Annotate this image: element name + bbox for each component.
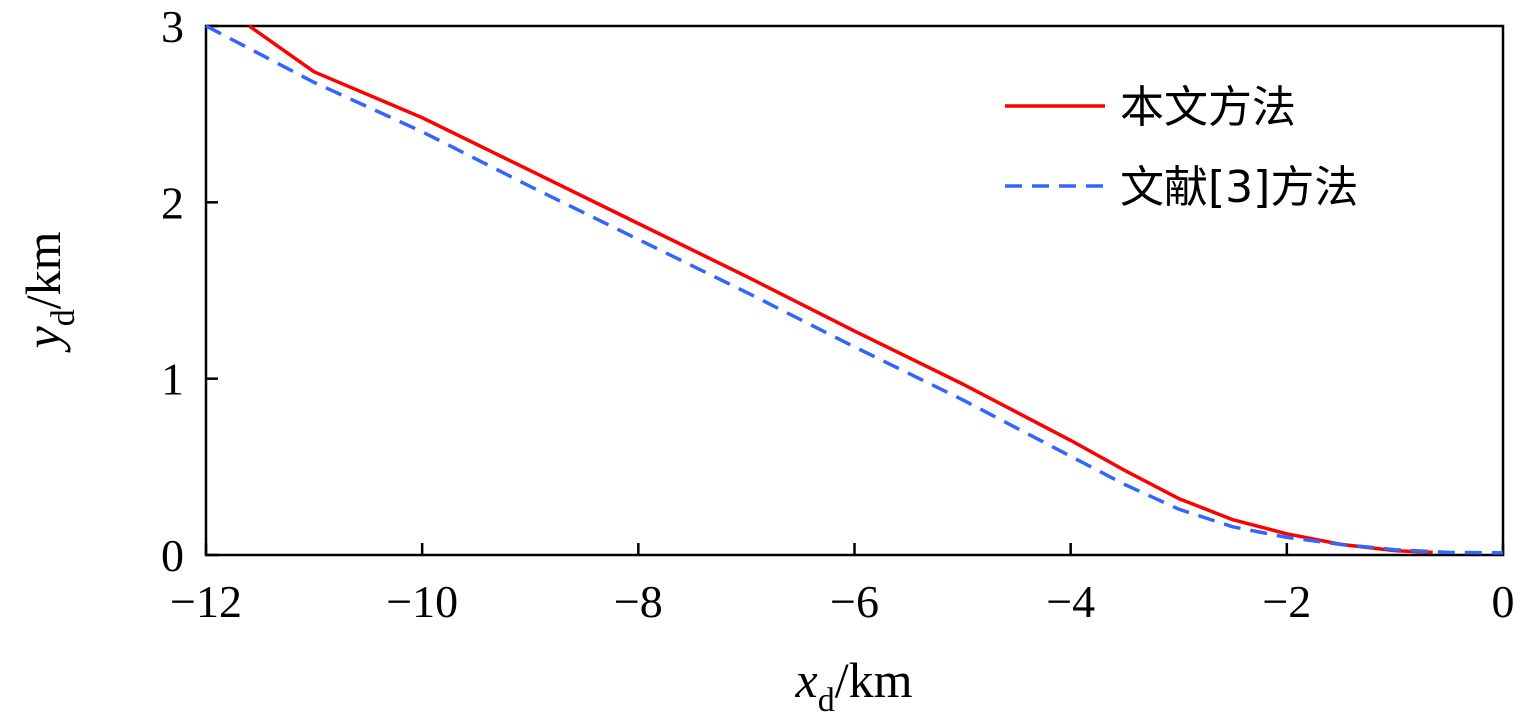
y-tick-label: 1 [161,354,184,405]
y-tick-label: 2 [161,177,184,228]
y-tick-label: 0 [161,530,184,581]
x-axis-label-unit: /km [835,652,913,708]
x-tick-label: −6 [830,576,879,627]
series-line-2 [205,24,1504,555]
plot-frame [204,24,1505,557]
y-axis-label-main: y [15,326,71,354]
x-axis-label-sub: d [818,682,835,719]
legend-label-series-1: 本文方法 [1120,82,1296,133]
x-tick-label: −12 [170,576,242,627]
y-tick-label: 3 [161,1,184,52]
x-tick-label: −4 [1046,576,1095,627]
x-tick-label: 0 [1492,576,1515,627]
y-axis-label-sub: d [45,309,82,326]
y-axis-ticks: 0 1 2 3 [161,1,218,581]
series-layer [205,24,1504,555]
x-axis-label-main: x [795,652,818,708]
y-axis-label-unit: /km [15,231,71,309]
legend-label-series-2: 文献[3]方法 [1120,162,1358,213]
x-tick-label: −2 [1262,576,1311,627]
x-tick-label: −10 [386,576,458,627]
legend: 本文方法 文献[3]方法 [1005,82,1358,213]
x-axis-label: xd/km [795,652,913,719]
x-tick-label: −8 [614,576,663,627]
series-line-1 [248,24,1433,555]
x-axis-ticks: −12 −10 −8 −6 −4 −2 0 [170,543,1515,627]
y-axis-label: yd/km [15,231,82,353]
